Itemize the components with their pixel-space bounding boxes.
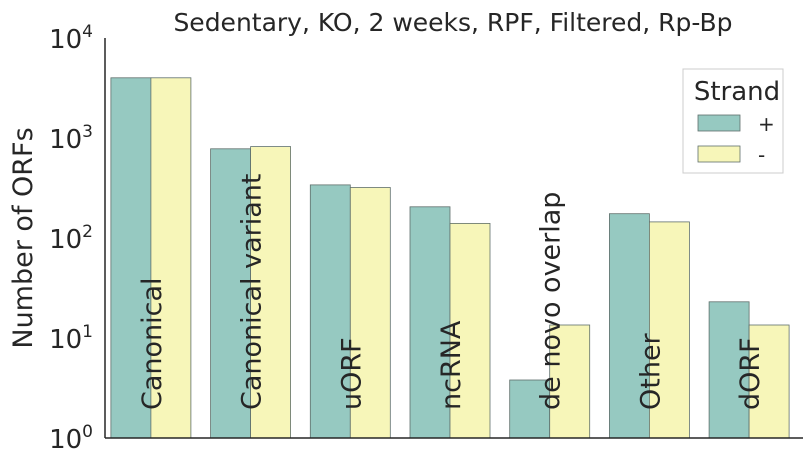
y-tick-label: 104 [49, 22, 93, 55]
bar-dorf-plus [708, 301, 750, 439]
category-label-other: Other [635, 332, 666, 410]
category-label-ncrna: ncRNA [436, 320, 467, 410]
y-tick-label: 101 [49, 322, 93, 355]
bar-canonical-variant-plus [210, 148, 252, 439]
legend-swatch-plus [697, 114, 741, 132]
y-ticks-group: 100 101 102 103 104 [49, 22, 93, 455]
bars-group [110, 77, 790, 439]
y-tick-label: 102 [49, 222, 93, 255]
y-axis-label: Number of ORFs [8, 127, 39, 348]
y-tick-label: 100 [49, 422, 93, 455]
bar-canonical-minus [150, 77, 192, 439]
category-label-uorf: uORF [336, 337, 367, 410]
legend-entry-plus: + [758, 112, 775, 136]
category-labels-group: Canonical Canonical variant uORF ncRNA de no… [137, 174, 766, 411]
bar-uorf-minus [349, 187, 391, 439]
bar-other-minus [649, 221, 690, 439]
category-label-dorf: dORF [735, 337, 766, 410]
category-label-de-novo-overlap: de novo overlap [536, 192, 567, 410]
category-label-canonical-variant: Canonical variant [237, 174, 268, 411]
y-tick-label: 103 [49, 122, 93, 155]
legend-title: Strand [694, 77, 780, 107]
legend-entry-minus: - [758, 143, 765, 167]
bar-ncrna-minus [449, 222, 491, 439]
category-label-canonical: Canonical [137, 277, 168, 410]
bar-uorf-plus [309, 184, 351, 439]
bar-canonical-plus [110, 77, 152, 439]
legend: Strand + - [682, 68, 784, 174]
bar-de-novo-overlap-minus [549, 324, 591, 439]
bar-canonical-variant-minus [250, 146, 292, 439]
legend-swatch-minus [697, 145, 741, 163]
chart-title: Sedentary, KO, 2 weeks, RPF, Filtered, R… [173, 8, 732, 37]
bar-dorf-minus [748, 324, 790, 439]
